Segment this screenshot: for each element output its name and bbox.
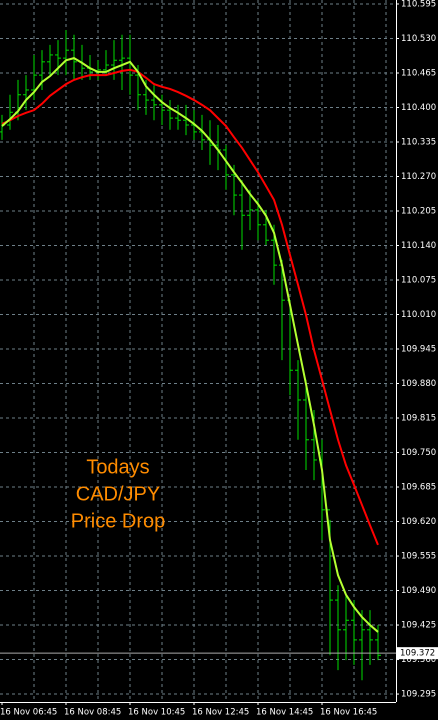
x-tick-label: 16 Nov 08:45 <box>64 708 121 718</box>
annotation: Todays <box>86 456 149 478</box>
moving-average <box>1 68 379 546</box>
y-tick-label: 110.335 <box>401 137 436 147</box>
y-tick-label: 109.490 <box>401 586 436 596</box>
x-tick-label: 16 Nov 16:45 <box>320 708 377 718</box>
y-tick-label: 110.140 <box>401 241 436 251</box>
y-tick-label: 109.360 <box>401 655 436 665</box>
annotation: Price Drop <box>71 510 165 532</box>
y-tick-label: 110.205 <box>401 206 436 216</box>
y-tick-label: 109.815 <box>401 414 436 424</box>
y-tick-label: 110.270 <box>401 172 436 182</box>
y-tick-label: 109.880 <box>401 379 436 389</box>
y-tick-label: 110.075 <box>401 276 436 286</box>
y-tick-label: 109.425 <box>401 621 436 631</box>
y-tick-label: 109.620 <box>401 517 436 527</box>
x-tick-label: 16 Nov 10:45 <box>128 708 185 718</box>
y-tick-label: 110.595 <box>401 0 436 9</box>
x-tick-label: 16 Nov 06:45 <box>0 708 57 718</box>
x-tick-label: 16 Nov 12:45 <box>192 708 249 718</box>
x-tick-label: 16 Nov 14:45 <box>256 708 313 718</box>
annotation: CAD/JPY <box>76 483 160 505</box>
y-tick-label: 110.400 <box>401 103 436 113</box>
y-tick-label: 109.295 <box>401 690 436 700</box>
y-tick-label: 110.465 <box>401 68 436 78</box>
y-tick-label: 109.555 <box>401 552 436 562</box>
last-price-box <box>397 647 438 660</box>
moving-average <box>1 57 379 633</box>
y-tick-label: 109.685 <box>401 483 436 493</box>
y-tick-label: 110.530 <box>401 34 436 44</box>
y-tick-label: 110.010 <box>401 310 436 320</box>
last-price-label: 109.372 <box>400 649 435 659</box>
y-tick-label: 109.750 <box>401 448 436 458</box>
y-tick-label: 109.945 <box>401 345 436 355</box>
